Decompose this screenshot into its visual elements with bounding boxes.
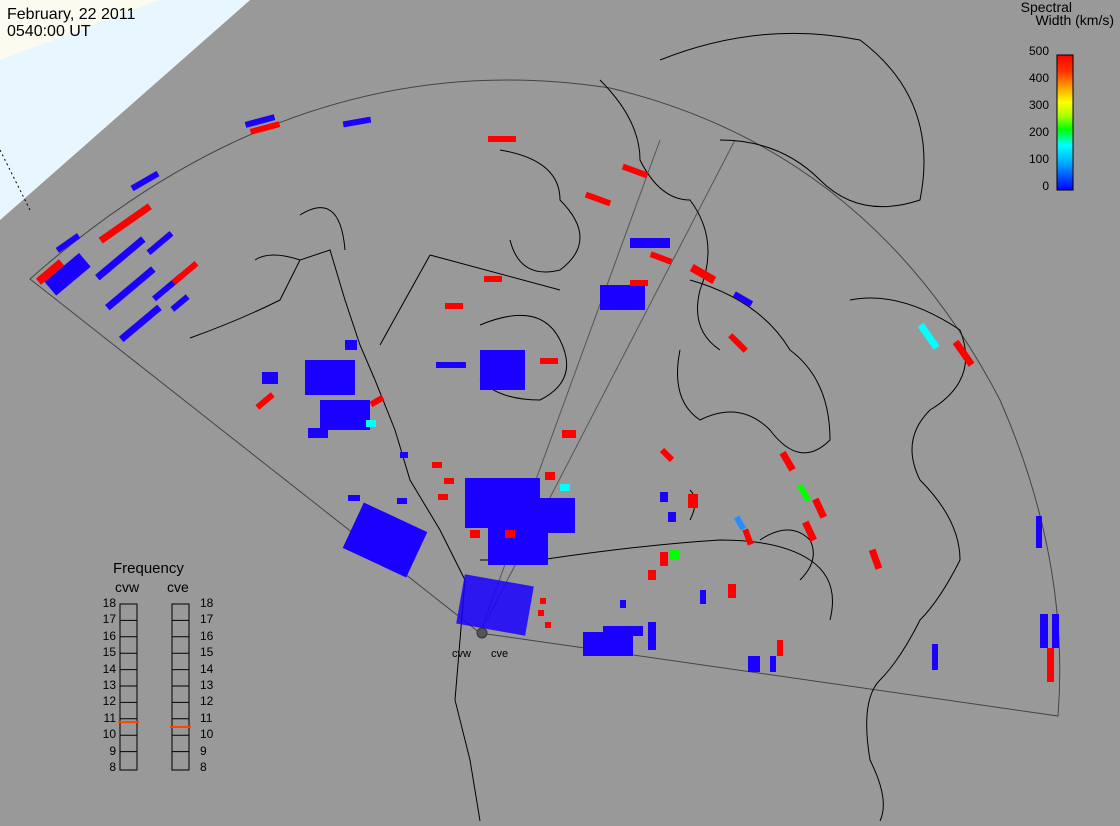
time-label: 0540:00 UT: [7, 23, 91, 40]
frequency-scale-label-left: 17: [102, 612, 116, 627]
radar-site-marker: [476, 627, 488, 639]
frequency-scale-label-left: 11: [103, 710, 116, 725]
frequency-scale-label-left: 16: [102, 628, 116, 643]
frequency-scale-label-left: 9: [109, 743, 116, 758]
frequency-scale-label-left: 14: [102, 661, 116, 676]
colorbar-tick-500: 500: [1028, 44, 1049, 58]
frequency-scale-label-right: 18: [200, 596, 214, 610]
radar-label-east: cve: [491, 648, 509, 660]
frequency-scale-label-right: 9: [200, 743, 207, 758]
colorbar-title-line2: Width (km/s): [1035, 12, 1114, 28]
frequency-box-cvw: [119, 603, 138, 771]
frequency-scale-label-right: 14: [200, 661, 214, 676]
frequency-scale-label-right: 10: [200, 727, 214, 742]
scatter-echoes: [35, 114, 1059, 682]
fov-outline: [29, 79, 1061, 717]
colorbar-title-line1: Spectral: [1020, 0, 1072, 15]
frequency-header-cve: cve: [167, 579, 189, 595]
frequency-scale-label-right: 15: [200, 645, 214, 660]
colorbar-tick-0: 0: [1042, 179, 1049, 193]
frequency-scale-label-right: 16: [200, 628, 214, 643]
colorbar-tick-400: 400: [1028, 71, 1049, 85]
colorbar: [1056, 54, 1074, 191]
frequency-scale-label-left: 10: [102, 727, 116, 742]
frequency-scale-label-right: 13: [200, 678, 214, 692]
colorbar-tick-100: 100: [1028, 152, 1049, 166]
frequency-scale-label-right: 8: [200, 760, 207, 774]
frequency-scale-label-right: 17: [200, 612, 214, 627]
frequency-box-cve: [171, 603, 190, 771]
coastlines: [189, 32, 967, 822]
frequency-scale-label-left: 18: [102, 596, 116, 610]
radar-label-west: cvw: [452, 648, 471, 660]
frequency-scale-label-left: 8: [109, 760, 116, 774]
frequency-scale-label-right: 11: [200, 710, 213, 725]
colorbar-tick-200: 200: [1028, 125, 1049, 139]
frequency-scale-label-right: 12: [200, 694, 214, 709]
frequency-scale-label-left: 15: [102, 645, 116, 660]
colorbar-tick-300: 300: [1028, 98, 1049, 112]
ice-region: [0, 0, 250, 220]
frequency-scale-label-left: 12: [102, 694, 116, 709]
light-blue-cell: [733, 515, 747, 531]
frequency-scale-label-left: 13: [102, 678, 116, 692]
frequency-bars: [118, 603, 191, 771]
frequency-header-cvw: cvw: [115, 579, 140, 595]
date-label: February, 22 2011: [7, 6, 136, 23]
frequency-title: Frequency: [113, 560, 184, 577]
